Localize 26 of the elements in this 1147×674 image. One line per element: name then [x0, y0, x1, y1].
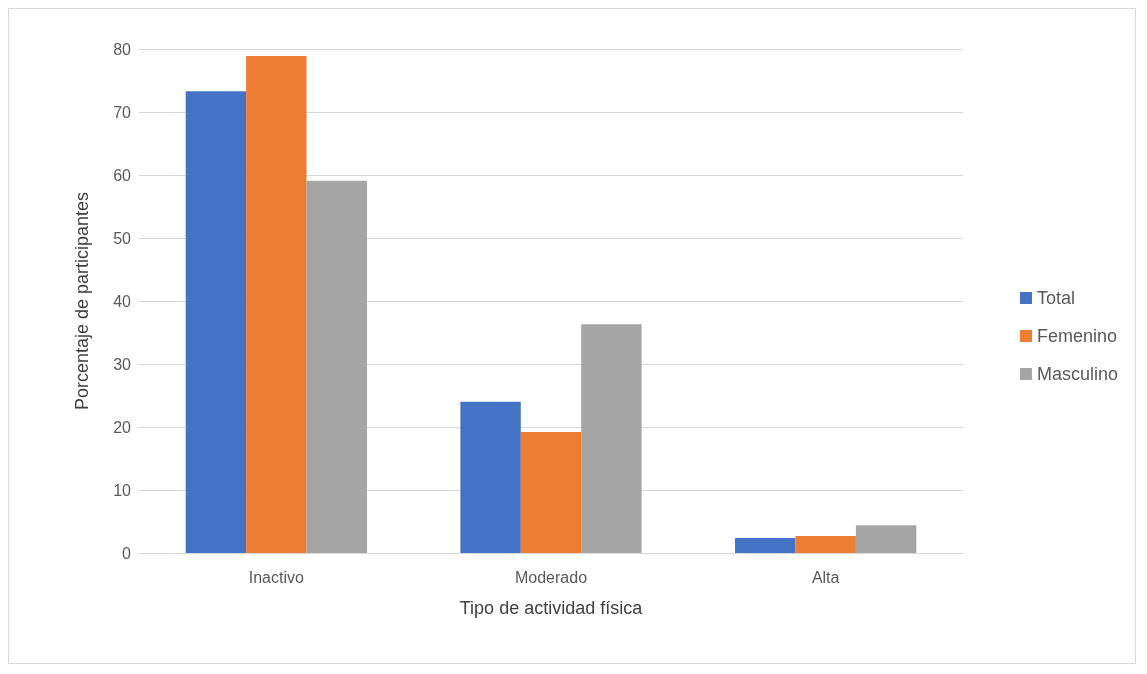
y-tick-label: 80	[113, 40, 132, 58]
legend-label: Femenino	[1036, 326, 1118, 346]
x-tick-label: Inactivo	[248, 568, 305, 586]
bar	[246, 55, 307, 553]
x-tick-label: Alta	[811, 568, 840, 586]
y-tick-label: 50	[113, 229, 132, 247]
legend-label: Total	[1036, 288, 1075, 308]
x-axis-title: Tipo de actividad física	[459, 598, 644, 618]
bar	[460, 401, 521, 553]
y-tick-label: 0	[122, 544, 132, 562]
legend-label: Masculino	[1036, 364, 1119, 384]
y-axis-title: Porcentaje de participantes	[72, 191, 92, 411]
y-tick-label: 70	[113, 103, 132, 121]
x-tick-label: Moderado	[514, 568, 588, 586]
bar	[735, 537, 796, 553]
bar	[185, 91, 247, 553]
bar	[795, 535, 856, 553]
y-tick-label: 20	[113, 418, 132, 436]
bar	[581, 324, 642, 553]
bar	[855, 525, 917, 553]
y-tick-label: 40	[113, 292, 132, 310]
y-tick-label: 10	[113, 481, 132, 499]
y-tick-label: 60	[113, 166, 132, 184]
bar	[520, 432, 582, 553]
y-tick-label: 30	[113, 355, 132, 373]
bar	[306, 180, 367, 553]
